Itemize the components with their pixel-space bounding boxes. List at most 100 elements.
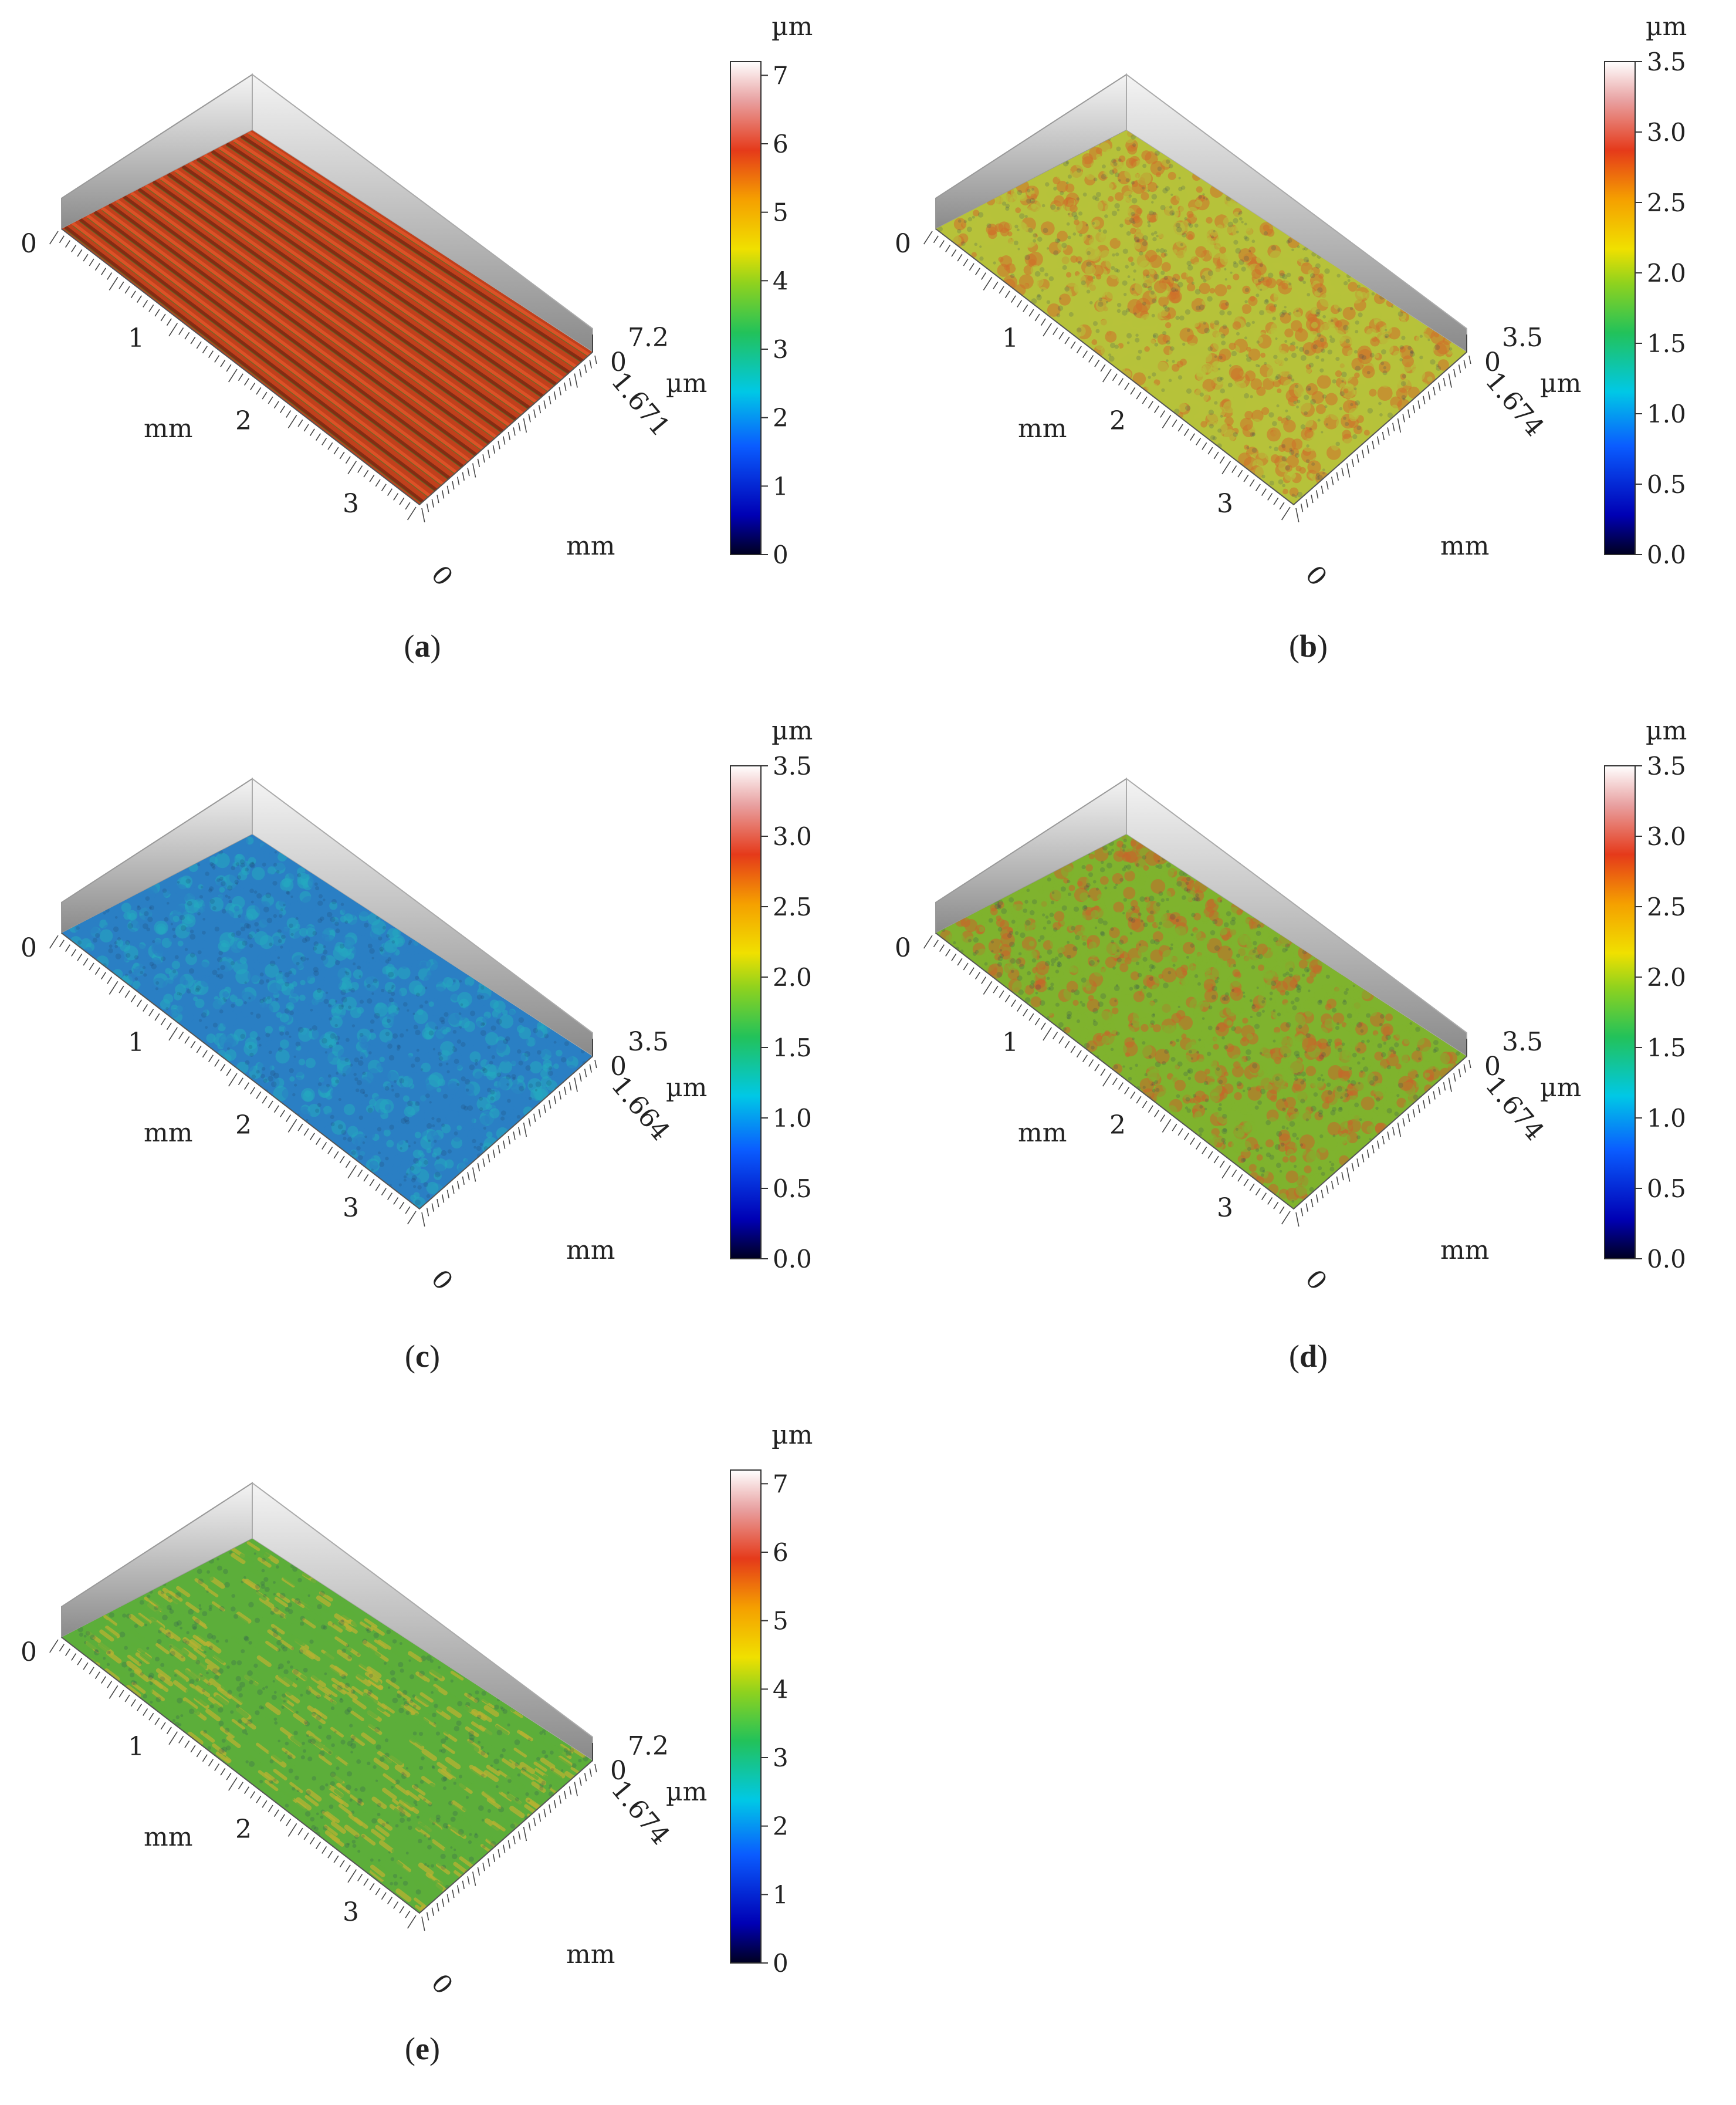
- y-tick-label: 1.674: [1480, 1070, 1550, 1146]
- x-tick-label: 3: [343, 1897, 359, 1927]
- x-tick-label: 1: [128, 1732, 144, 1762]
- surface-texture: [74, 1541, 591, 1913]
- colorbar-tick-label: 0: [773, 540, 789, 569]
- x-axis: 0 1 2 3 mm: [895, 933, 1291, 1225]
- z-axis-unit: µm: [666, 1073, 707, 1103]
- colorbar-tick-label: 4: [773, 266, 789, 295]
- colorbar-tick-label: 4: [773, 1675, 789, 1704]
- x-tick-label: 2: [235, 1110, 252, 1140]
- surface-texture: [62, 834, 589, 1209]
- colorbar-tick-label: 3.5: [773, 752, 812, 780]
- colorbar-tick-label: 0.0: [1647, 540, 1686, 569]
- colorbar-tick-label: 1: [773, 472, 789, 501]
- x-tick-label: 0: [21, 1637, 37, 1667]
- colorbar: µm 0 1 2 3 4 5 6 7: [730, 1420, 813, 1978]
- x-axis: 0 1 2 3 mm: [21, 933, 417, 1225]
- surface-plot-d: 0123mm01.674mm03.5µmµm0.00.51.01.52.02.5…: [895, 716, 1687, 1291]
- colorbar-tick-label: 6: [773, 130, 789, 158]
- colorbar-unit: µm: [771, 12, 813, 42]
- x-tick-label: 1: [1002, 1028, 1018, 1057]
- colorbar-tick-label: 0.0: [1647, 1245, 1686, 1273]
- colorbar-tick-label: 2.5: [1647, 188, 1686, 217]
- colorbar-tick-label: 0.5: [773, 1174, 812, 1203]
- colorbar-tick-label: 2.0: [773, 963, 812, 992]
- colorbar: µm 0.0 0.5 1.0 1.5 2.0 2.5 3.0 3.5: [730, 716, 813, 1273]
- x-tick-label: 0: [21, 933, 37, 963]
- panel-label-a: (a): [404, 629, 441, 664]
- x-tick-label: 2: [235, 406, 252, 436]
- x-axis-unit: mm: [1018, 1118, 1067, 1148]
- z-axis-unit: µm: [666, 369, 707, 398]
- surface-texture: [64, 130, 590, 505]
- colorbar-tick-label: 3: [773, 335, 789, 364]
- colorbar-tick-label: 1.5: [1647, 329, 1686, 358]
- colorbar-tick-label: 2.0: [1647, 963, 1686, 992]
- colorbar-unit: µm: [771, 716, 813, 746]
- z-tick-label: 3.5: [1502, 323, 1543, 353]
- colorbar-tick-label: 1: [773, 1880, 789, 1909]
- surface-plot-b: 0123mm01.674mm03.5µmµm0.00.51.01.52.02.5…: [895, 12, 1687, 587]
- colorbar-tick-label: 3.0: [1647, 822, 1686, 851]
- z-axis: 07.2 µm: [592, 323, 707, 398]
- panel-label-d: (d): [1288, 1339, 1328, 1374]
- y-tick-label: 0: [425, 1264, 459, 1291]
- y-axis-unit: mm: [1440, 531, 1489, 561]
- back-wall-right: [1126, 778, 1467, 1057]
- panel-label-e: (e): [405, 2031, 440, 2066]
- colorbar: µm 0 1 2 3 4 5 6 7: [730, 12, 813, 569]
- y-tick-label: 1.674: [1480, 366, 1550, 442]
- z-tick-label: 0: [1484, 347, 1501, 377]
- colorbar-tick-label: 2: [773, 404, 789, 433]
- x-tick-label: 1: [1002, 323, 1018, 353]
- colorbar-tick-label: 1.0: [1647, 1104, 1686, 1133]
- colorbar-tick-label: 2: [773, 1812, 789, 1841]
- colorbar-tick-label: 1.5: [773, 1033, 812, 1062]
- panel-label-b: (b): [1288, 629, 1328, 664]
- colorbar-tick-label: 1.0: [773, 1104, 812, 1133]
- colorbar-tick-label: 0.5: [1647, 1174, 1686, 1203]
- colorbar-unit: µm: [1646, 716, 1687, 746]
- colorbar-tick-label: 2.0: [1647, 259, 1686, 288]
- y-axis-unit: mm: [1440, 1235, 1489, 1265]
- colorbar-tick-label: 3: [773, 1744, 789, 1772]
- x-tick-label: 2: [235, 1815, 252, 1844]
- colorbar-tick-label: 3.5: [1647, 48, 1686, 76]
- colorbar-tick-label: 2.5: [1647, 893, 1686, 921]
- z-tick-label: 0: [610, 1052, 627, 1082]
- x-axis: 0 1 2 3 mm: [895, 229, 1291, 521]
- x-tick-label: 3: [343, 489, 359, 519]
- colorbar-tick-label: 2.5: [773, 893, 812, 921]
- colorbar-tick-label: 3.5: [1647, 752, 1686, 780]
- x-tick-label: 1: [128, 323, 144, 353]
- y-axis-unit: mm: [566, 531, 615, 561]
- x-axis-unit: mm: [144, 1822, 192, 1852]
- x-axis-unit: mm: [144, 414, 192, 444]
- colorbar: µm 0.0 0.5 1.0 1.5 2.0 2.5 3.0 3.5: [1604, 716, 1687, 1273]
- surface-plot-c: 0123mm01.664mm03.5µmµm0.00.51.01.52.02.5…: [21, 716, 813, 1291]
- x-axis-unit: mm: [1018, 414, 1067, 444]
- x-tick-label: 1: [128, 1028, 144, 1057]
- surface-texture: [938, 834, 1460, 1208]
- panel-label-c: (c): [405, 1339, 440, 1374]
- z-axis-unit: µm: [666, 1777, 707, 1807]
- y-tick-label: 1.674: [605, 1775, 676, 1850]
- colorbar-tick-label: 1.0: [1647, 400, 1686, 428]
- colorbar-tick-label: 5: [773, 1607, 789, 1636]
- z-axis: 03.5 µm: [1466, 323, 1581, 398]
- z-tick-label: 0: [1484, 1052, 1501, 1082]
- colorbar-tick-label: 3.0: [1647, 118, 1686, 147]
- colorbar-tick-label: 1.5: [1647, 1033, 1686, 1062]
- y-axis-unit: mm: [566, 1235, 615, 1265]
- x-axis: 0 1 2 3 mm: [21, 229, 417, 521]
- x-tick-label: 3: [1217, 1193, 1233, 1223]
- colorbar-tick-label: 0.5: [1647, 470, 1686, 499]
- z-axis: 03.5 µm: [1466, 1027, 1581, 1103]
- y-tick-label: 0: [425, 560, 459, 587]
- y-tick-label: 0: [425, 1968, 459, 1995]
- z-tick-label: 7.2: [628, 1731, 669, 1761]
- z-tick-label: 3.5: [628, 1027, 669, 1057]
- colorbar-tick-label: 3.0: [773, 822, 812, 851]
- z-axis-unit: µm: [1540, 1073, 1581, 1103]
